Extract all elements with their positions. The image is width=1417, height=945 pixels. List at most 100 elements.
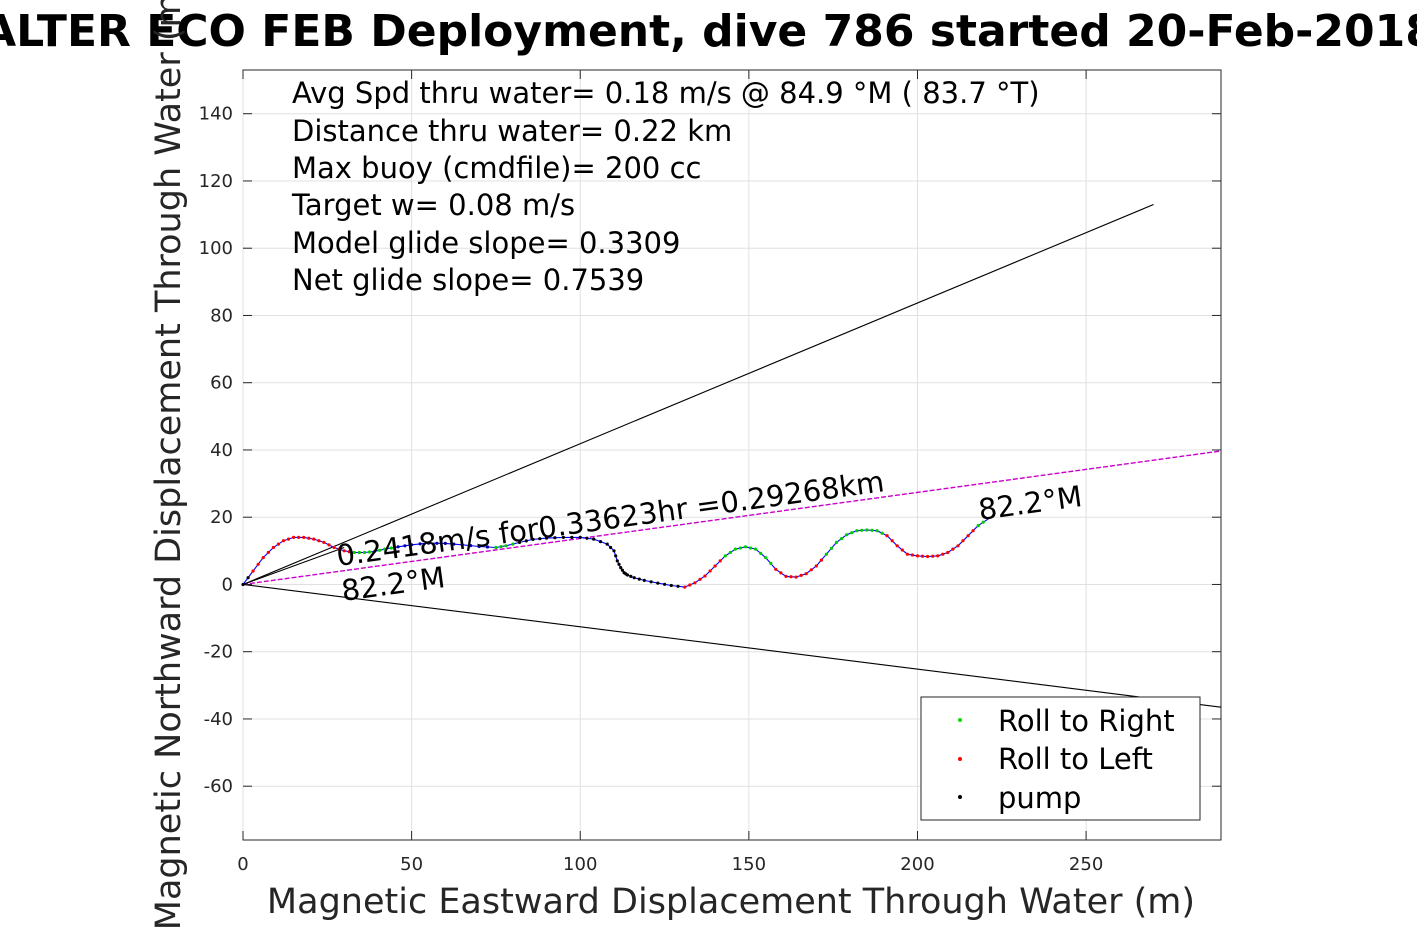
track-point — [517, 540, 522, 545]
y-tick-label: -20 — [204, 642, 233, 663]
y-tick-label: 0 — [222, 574, 233, 595]
reference-line-start-offset — [242, 546, 345, 585]
track-point — [426, 541, 431, 545]
track-point — [372, 549, 377, 554]
track-point — [794, 575, 798, 579]
x-tick-label: 0 — [237, 854, 248, 875]
track-point — [895, 544, 899, 548]
track-point — [342, 549, 346, 553]
track-point — [774, 567, 778, 571]
track-point — [281, 539, 286, 543]
reference-lines — [242, 203, 1222, 708]
reference-line-lower-cone — [242, 583, 1222, 708]
track-point — [910, 553, 915, 557]
track-point — [286, 537, 291, 541]
track-point — [708, 569, 712, 573]
track-point — [926, 554, 930, 559]
track-point — [698, 577, 702, 582]
track-point — [723, 554, 727, 558]
reference-line-upper-cone — [242, 203, 1154, 585]
y-tick-label: 60 — [210, 373, 233, 394]
info-line-model-glide: Model glide slope= 0.3309 — [292, 226, 680, 260]
track-point — [347, 550, 351, 554]
track-point — [845, 533, 849, 537]
y-tick-label: -40 — [204, 709, 233, 730]
track-point — [266, 550, 270, 555]
track-point — [829, 546, 834, 550]
track-point — [814, 564, 818, 568]
y-tick-label: 40 — [210, 440, 233, 461]
legend-label-roll-left: Roll to Left — [998, 742, 1153, 776]
legend-marker-roll-left — [958, 757, 962, 761]
track-point — [246, 576, 250, 580]
track-point — [256, 562, 260, 566]
y-tick-label: -60 — [204, 776, 233, 797]
track-point — [322, 540, 326, 545]
track-point — [570, 535, 574, 540]
track-point — [605, 542, 609, 546]
track-point — [615, 559, 619, 563]
track-point — [966, 534, 970, 538]
track-point — [981, 520, 985, 524]
track-point — [713, 564, 717, 568]
track-point — [733, 547, 738, 551]
track-point — [477, 544, 481, 549]
track-point — [693, 581, 697, 585]
legend-box — [920, 696, 1201, 821]
track-point — [875, 529, 879, 533]
y-tick-label: 120 — [199, 171, 233, 192]
y-axis-label: Magnetic Northward Displacement Through … — [149, 0, 189, 930]
track-point — [779, 571, 783, 575]
y-tick-label: 80 — [210, 305, 233, 326]
track-point — [946, 550, 950, 555]
track-point — [410, 543, 414, 547]
track-point — [976, 524, 980, 528]
track-point — [956, 544, 960, 548]
track-point — [367, 550, 372, 554]
track-point — [617, 562, 621, 566]
track-point — [452, 542, 456, 546]
track-point — [718, 559, 722, 563]
track-point — [688, 583, 692, 587]
track-point — [524, 539, 528, 543]
track-point — [396, 545, 400, 549]
track-point — [632, 576, 636, 580]
track-point — [642, 578, 646, 583]
track-point — [905, 552, 910, 556]
track-point — [748, 546, 753, 550]
track-point — [676, 584, 680, 588]
track-point — [276, 542, 280, 546]
track-point — [799, 573, 803, 578]
reference-line-heading — [242, 450, 1222, 586]
track-point — [941, 552, 945, 556]
track-point — [951, 547, 955, 551]
track-point — [885, 534, 889, 538]
track-point — [936, 554, 940, 558]
track-point — [764, 556, 768, 560]
x-tick-label: 200 — [900, 854, 934, 875]
track-point — [754, 547, 758, 551]
track-point — [538, 537, 542, 541]
track-point — [880, 531, 884, 535]
x-tick-label: 250 — [1069, 854, 1103, 875]
track-point — [784, 574, 788, 579]
track-point — [297, 535, 301, 540]
info-line-net-glide: Net glide slope= 0.7539 — [292, 263, 644, 297]
track-point — [663, 582, 667, 586]
track-point — [378, 548, 382, 552]
track-point — [383, 547, 387, 551]
track-point — [703, 574, 707, 578]
track-point — [620, 568, 625, 572]
track-point — [585, 536, 589, 540]
track-point — [598, 540, 603, 544]
track-point — [332, 545, 336, 550]
track-point — [327, 543, 331, 547]
track-point — [302, 535, 306, 540]
track-group — [241, 518, 989, 589]
track-point — [511, 542, 515, 546]
track-point — [499, 545, 503, 549]
track-point — [312, 537, 316, 541]
track-point — [553, 536, 557, 540]
track-point — [769, 561, 773, 566]
